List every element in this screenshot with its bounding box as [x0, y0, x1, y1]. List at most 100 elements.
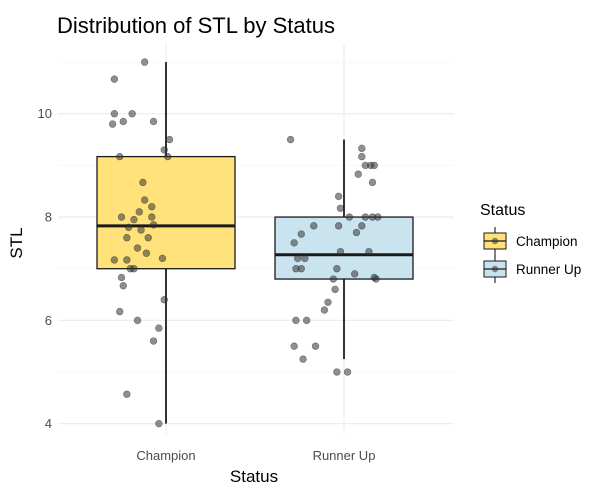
data-point	[361, 161, 370, 170]
data-point	[119, 282, 127, 290]
data-point	[140, 196, 149, 204]
data-point	[149, 337, 158, 345]
data-point	[299, 355, 307, 363]
y-tick-label: 8	[45, 210, 52, 225]
y-tick-label: 6	[45, 313, 52, 328]
data-point	[361, 213, 370, 221]
x-axis-title: Status	[230, 467, 278, 486]
data-point	[374, 213, 382, 221]
data-point	[292, 316, 300, 325]
x-tick-label: Runner Up	[313, 448, 376, 463]
boxes	[96, 62, 414, 424]
data-point	[137, 226, 145, 234]
data-point	[365, 247, 373, 256]
data-point	[108, 120, 117, 128]
y-axis-title: STL	[7, 227, 26, 258]
box-champion	[96, 62, 236, 424]
data-point	[370, 161, 378, 170]
data-point	[123, 234, 131, 242]
data-point	[130, 215, 138, 224]
data-point	[155, 324, 163, 332]
legend: Status Champion Runner Up	[480, 202, 581, 283]
data-point	[130, 265, 138, 273]
data-point	[324, 298, 332, 306]
data-point	[350, 270, 359, 278]
data-point	[302, 316, 311, 325]
data-point	[358, 144, 366, 153]
data-point	[139, 178, 147, 187]
data-point	[372, 275, 380, 283]
data-point	[124, 223, 133, 232]
x-tick-label: Champion	[136, 448, 195, 463]
data-point	[286, 135, 295, 144]
data-point	[110, 256, 119, 264]
data-point	[334, 222, 343, 230]
data-point	[333, 368, 341, 376]
x-tick-labels: Champion Runner Up	[136, 448, 375, 463]
data-point	[148, 203, 156, 211]
legend-entry-runner-up: Runner Up	[483, 255, 581, 283]
data-point	[142, 249, 151, 257]
legend-title: Status	[480, 202, 525, 219]
data-point	[133, 244, 142, 252]
data-point	[123, 390, 131, 398]
data-point	[301, 254, 309, 263]
data-point	[331, 285, 339, 294]
data-point	[119, 117, 127, 126]
data-point	[311, 342, 320, 350]
y-tick-labels: 4 6 8 10	[38, 106, 52, 431]
data-point	[155, 419, 163, 428]
data-point	[116, 307, 124, 316]
data-point	[133, 316, 142, 325]
data-point	[116, 152, 124, 161]
data-point	[128, 110, 136, 118]
data-point	[334, 192, 343, 201]
box-runner-up	[274, 139, 414, 360]
legend-label: Champion	[516, 234, 578, 249]
data-point	[165, 135, 174, 144]
data-point	[292, 265, 300, 273]
data-point	[345, 213, 354, 221]
data-point	[368, 178, 377, 187]
data-point	[354, 170, 362, 178]
data-point	[294, 254, 302, 263]
data-point	[160, 146, 168, 154]
legend-key-point	[491, 237, 499, 245]
data-point	[297, 230, 305, 238]
data-point	[140, 58, 149, 66]
data-point	[149, 221, 158, 229]
data-point	[352, 228, 361, 237]
data-point	[117, 213, 126, 221]
y-tick-label: 10	[38, 106, 52, 121]
data-point	[329, 275, 338, 283]
data-point	[117, 273, 126, 282]
data-point	[320, 306, 329, 314]
data-point	[160, 295, 168, 304]
data-point	[290, 342, 298, 350]
data-point	[333, 265, 341, 273]
data-point	[358, 222, 366, 230]
data-point	[148, 213, 156, 221]
data-point	[310, 222, 318, 230]
data-point	[110, 110, 119, 118]
data-point	[336, 247, 345, 256]
chart-title: Distribution of STL by Status	[57, 13, 335, 38]
jitter-points	[108, 58, 382, 428]
data-point	[144, 234, 152, 242]
data-point	[135, 208, 144, 216]
data-point	[158, 254, 167, 263]
legend-entry-champion: Champion	[483, 227, 578, 255]
data-point	[358, 152, 366, 161]
data-point	[164, 152, 172, 161]
y-tick-label: 4	[45, 416, 52, 431]
data-point	[343, 368, 352, 376]
data-point	[110, 75, 119, 83]
legend-label: Runner Up	[516, 262, 581, 277]
data-point	[290, 239, 298, 247]
data-point	[336, 204, 345, 212]
box-iqr	[96, 155, 236, 270]
legend-key-point	[491, 265, 499, 273]
data-point	[123, 256, 131, 264]
data-point	[149, 117, 158, 126]
